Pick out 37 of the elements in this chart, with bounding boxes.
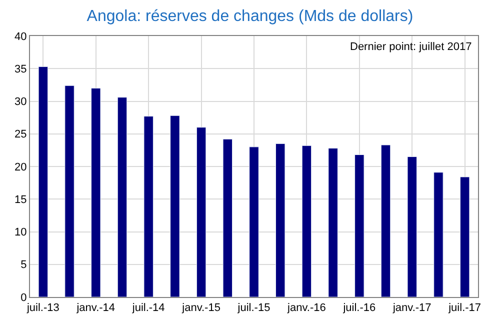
bar	[434, 172, 444, 297]
annotation: Dernier point: juillet 2017	[350, 41, 472, 53]
bar	[170, 115, 180, 297]
x-tick-label: janv.-15	[181, 302, 220, 314]
bar	[196, 127, 206, 297]
bar	[117, 97, 128, 297]
bar	[222, 138, 233, 297]
y-tick-label: 30	[14, 96, 27, 108]
bar	[275, 143, 286, 297]
bar	[328, 148, 338, 297]
x-tick-label: juil.-16	[342, 302, 376, 314]
y-tick-label: 0	[20, 292, 27, 304]
bar	[354, 154, 364, 297]
y-tick-label: 5	[20, 259, 27, 272]
x-tick-label: janv.-16	[286, 302, 326, 314]
bar	[380, 144, 391, 297]
bar	[407, 156, 417, 297]
y-tick-label: 25	[14, 128, 27, 141]
bar	[38, 66, 48, 297]
y-tick-label: 35	[14, 63, 27, 76]
y-tick-label: 40	[14, 30, 27, 43]
bar	[144, 116, 154, 297]
bar	[249, 146, 259, 297]
bar	[302, 145, 312, 297]
bar	[64, 85, 74, 297]
y-tick-label: 15	[14, 194, 27, 206]
y-tick-label: 10	[14, 226, 27, 239]
chart-title: Angola: réserves de changes (Mds de dollars)	[86, 8, 414, 25]
bar	[91, 88, 101, 297]
x-tick-label: juil.-13	[26, 302, 60, 314]
x-tick-label: janv.-14	[76, 302, 116, 314]
x-tick-label: janv.-17	[392, 302, 432, 314]
x-tick-label: juil.-17	[448, 302, 482, 314]
bar	[460, 176, 470, 297]
x-tick-label: juil.-14	[131, 302, 165, 314]
x-tick-label: juil.-15	[236, 302, 270, 314]
y-tick-label: 20	[14, 161, 27, 174]
